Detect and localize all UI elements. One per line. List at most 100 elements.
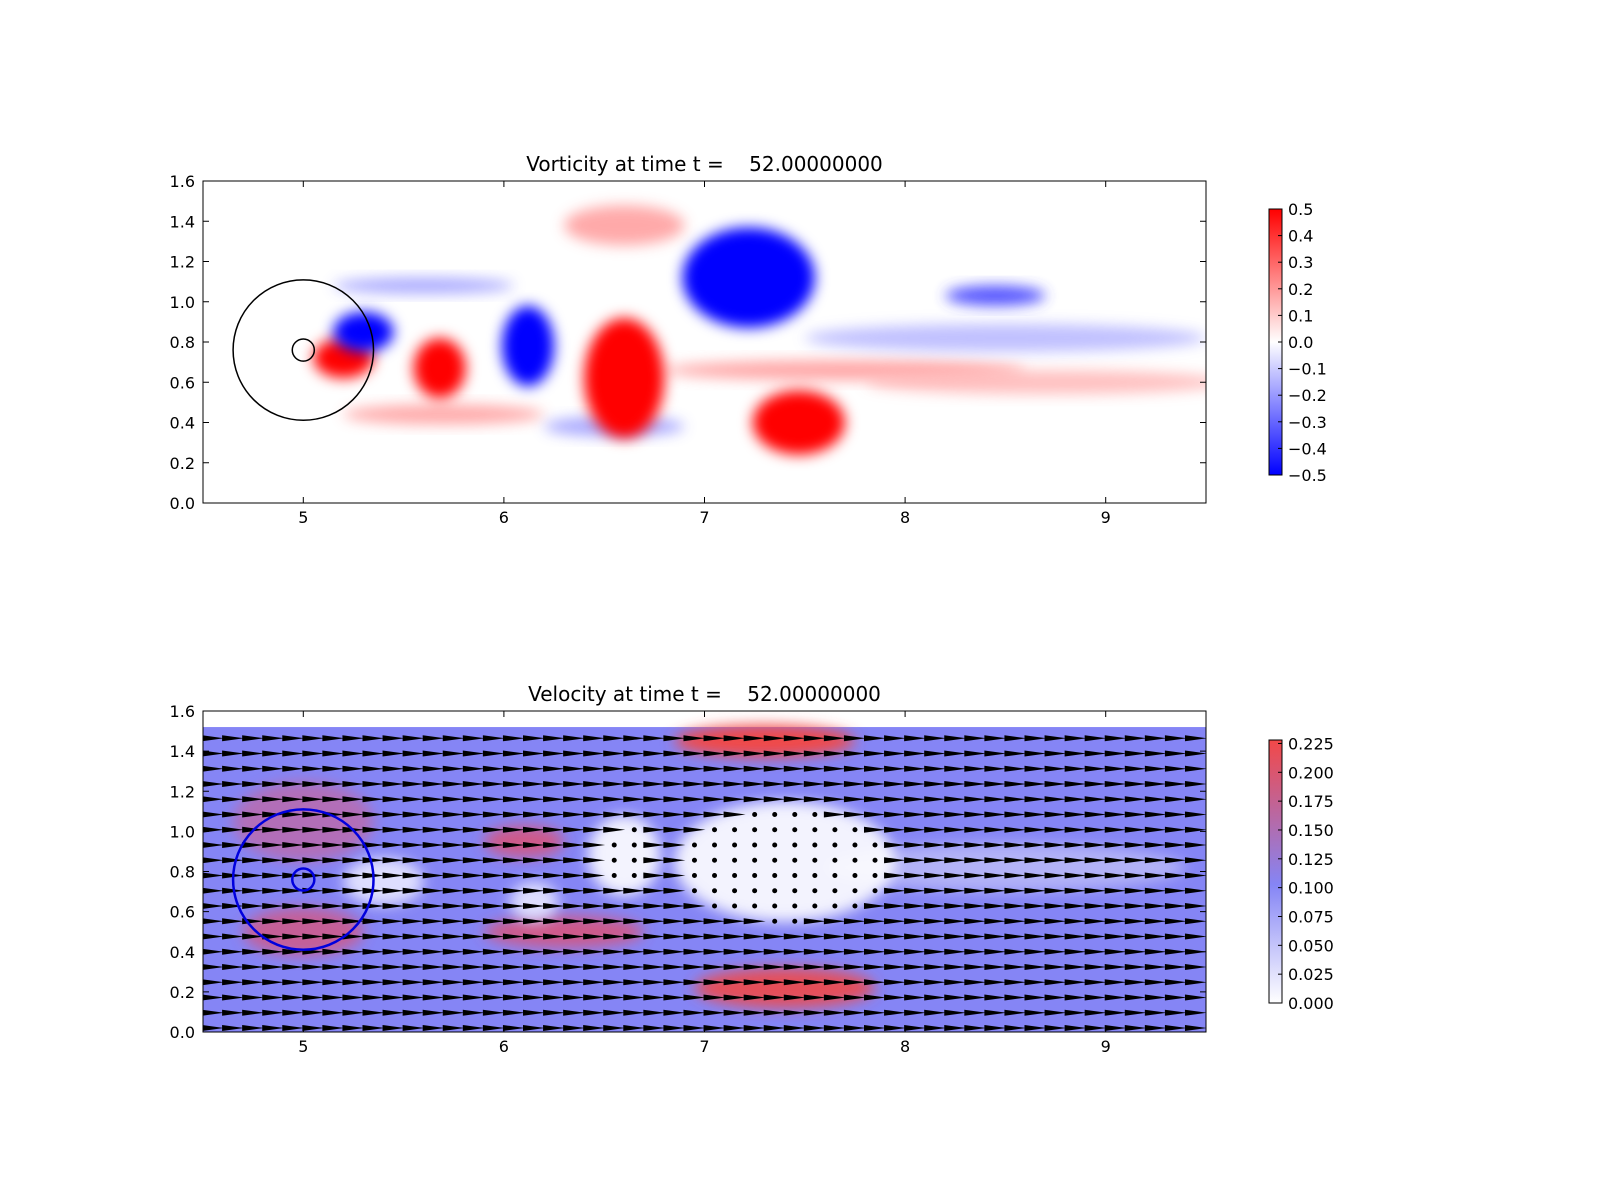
quiver-arrow xyxy=(783,963,806,970)
quiver-arrow xyxy=(1164,994,1187,1001)
quiver-arrow xyxy=(1064,963,1087,970)
speed-region xyxy=(343,857,424,906)
quiver-arrow xyxy=(964,994,987,1001)
quiver-arrow xyxy=(944,796,967,803)
quiver-arrow xyxy=(723,994,746,1001)
quiver-arrow xyxy=(1024,781,1047,788)
quiver-arrow xyxy=(502,735,525,742)
quiver-arrow xyxy=(422,963,445,970)
quiver-arrow xyxy=(442,765,465,772)
quiver-arrow xyxy=(222,1009,245,1016)
quiver-arrow xyxy=(382,842,405,849)
quiver-arrow xyxy=(603,765,626,772)
y-tick-label: 1.0 xyxy=(170,293,195,312)
quiver-arrow xyxy=(1104,979,1127,986)
quiver-arrow xyxy=(864,933,887,940)
quiver-arrow xyxy=(563,750,586,757)
quiver-arrow xyxy=(864,735,887,742)
quiver-arrow xyxy=(924,842,947,849)
quiver-arrow xyxy=(884,1024,907,1031)
quiver-arrow xyxy=(522,857,545,864)
quiver-arrow xyxy=(663,994,686,1001)
quiver-arrow xyxy=(1164,979,1187,986)
quiver-arrow xyxy=(563,735,586,742)
quiver-arrow xyxy=(262,735,285,742)
quiver-dot xyxy=(732,842,738,848)
quiver-arrow xyxy=(944,750,967,757)
quiver-arrow xyxy=(482,796,505,803)
quiver-arrow xyxy=(1104,796,1127,803)
quiver-arrow xyxy=(663,963,686,970)
outer-circle xyxy=(232,279,375,422)
quiver-arrow xyxy=(703,781,726,788)
quiver-arrow xyxy=(1144,963,1167,970)
quiver-arrow xyxy=(743,735,766,742)
quiver-arrow xyxy=(1044,735,1067,742)
quiver-arrow xyxy=(583,796,606,803)
quiver-arrow xyxy=(603,1009,626,1016)
quiver-arrow xyxy=(462,918,485,925)
quiver-arrow xyxy=(242,842,265,849)
quiver-arrow xyxy=(583,781,606,788)
quiver-arrow xyxy=(984,811,1007,818)
quiver-arrow xyxy=(442,1024,465,1031)
quiver-arrow xyxy=(322,933,345,940)
quiver-arrow xyxy=(402,796,425,803)
quiver-arrow xyxy=(864,781,887,788)
quiver-arrow xyxy=(342,903,365,910)
quiver-arrow xyxy=(1144,872,1167,879)
quiver-arrow xyxy=(203,735,225,742)
quiver-arrow xyxy=(482,1024,505,1031)
quiver-arrow xyxy=(1144,842,1167,849)
quiver-arrow xyxy=(242,933,265,940)
quiver-arrow xyxy=(1164,781,1187,788)
quiver-arrow xyxy=(1004,979,1027,986)
quiver-arrow xyxy=(663,1009,686,1016)
quiver-arrow xyxy=(1124,781,1147,788)
quiver-arrow xyxy=(402,765,425,772)
quiver-dot xyxy=(732,857,738,863)
quiver-arrow xyxy=(1104,781,1127,788)
quiver-arrow xyxy=(203,979,225,986)
quiver-arrow xyxy=(663,887,686,894)
quiver-arrow xyxy=(763,1009,786,1016)
quiver-dot xyxy=(812,888,818,894)
quiver-arrow xyxy=(603,963,626,970)
quiver-arrow xyxy=(222,781,245,788)
quiver-arrow xyxy=(543,979,566,986)
quiver-arrow xyxy=(502,765,525,772)
quiver-dot xyxy=(812,827,818,833)
quiver-arrow xyxy=(703,796,726,803)
quiver-arrow xyxy=(422,933,445,940)
quiver-arrow xyxy=(683,811,706,818)
quiver-arrow xyxy=(964,918,987,925)
quiver-arrow xyxy=(984,963,1007,970)
quiver-arrow xyxy=(462,826,485,833)
quiver-arrow xyxy=(763,979,786,986)
quiver-arrow xyxy=(1024,903,1047,910)
quiver-arrow xyxy=(984,796,1007,803)
quiver-arrow xyxy=(723,735,746,742)
y-tick-label: 1.6 xyxy=(170,702,195,721)
quiver-arrow xyxy=(803,735,826,742)
quiver-arrow xyxy=(823,1024,846,1031)
quiver-dot xyxy=(772,857,778,863)
x-tick-label: 8 xyxy=(900,1037,910,1056)
quiver-arrow xyxy=(302,994,325,1001)
quiver-arrow xyxy=(904,781,927,788)
quiver-arrow xyxy=(603,948,626,955)
quiver-arrow xyxy=(663,872,686,879)
quiver-arrow xyxy=(1044,994,1067,1001)
quiver-arrow xyxy=(743,918,766,925)
quiver-arrow xyxy=(222,796,245,803)
quiver-arrow xyxy=(462,796,485,803)
quiver-arrow xyxy=(242,796,265,803)
vorticity-region xyxy=(584,318,665,439)
quiver-arrow xyxy=(1064,811,1087,818)
quiver-arrow xyxy=(1124,811,1147,818)
quiver-arrow xyxy=(1004,887,1027,894)
quiver-arrow xyxy=(944,842,967,849)
quiver-arrow xyxy=(944,781,967,788)
quiver-arrow xyxy=(442,781,465,788)
quiver-arrow xyxy=(864,765,887,772)
